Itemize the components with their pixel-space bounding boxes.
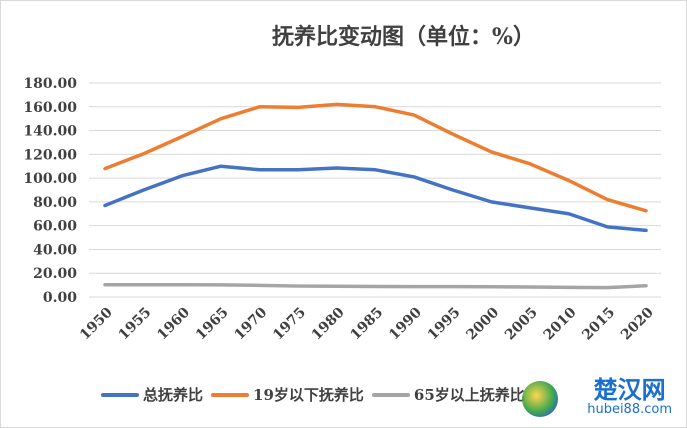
x-tick-label: 2020: [618, 304, 657, 343]
x-tick-label: 1960: [154, 304, 193, 343]
y-tick-label: 80.00: [33, 195, 77, 211]
watermark-globe-logo: [522, 381, 558, 417]
y-tick-label: 160.00: [23, 100, 77, 116]
legend-label: 19岁以下抚养比: [253, 386, 364, 404]
legend-item: 65岁以上抚养比: [371, 384, 525, 405]
y-tick-label: 140.00: [23, 124, 77, 140]
legend-swatch: [101, 392, 139, 397]
x-tick-label: 1985: [347, 305, 386, 344]
y-tick-label: 20.00: [33, 266, 77, 282]
legend: 总抚养比 19岁以下抚养比 65岁以上抚养比: [101, 384, 525, 405]
watermark: 楚汉网 hubei88.com: [587, 377, 672, 417]
legend-item: 19岁以下抚养比: [211, 384, 364, 405]
legend-label: 总抚养比: [143, 386, 204, 404]
x-tick-label: 2015: [579, 305, 618, 344]
watermark-cn: 楚汉网: [593, 376, 666, 404]
x-tick-label: 1980: [309, 304, 348, 343]
legend-swatch: [211, 392, 250, 397]
series-line-0: [103, 164, 648, 233]
y-tick-label: 60.00: [33, 219, 77, 235]
x-tick-label: 1950: [77, 304, 116, 343]
x-tick-label: 1975: [270, 305, 309, 344]
x-tick-label: 2010: [541, 304, 580, 343]
y-tick-label: 120.00: [23, 147, 77, 163]
x-tick-label: 1995: [425, 305, 464, 344]
y-tick-label: 100.00: [23, 171, 77, 187]
x-tick-label: 2000: [463, 304, 502, 343]
chart-title: 抚养比变动图（单位：%）: [272, 24, 535, 50]
y-tick-label: 40.00: [33, 242, 77, 258]
x-tick-label: 1955: [116, 305, 155, 344]
x-tick-label: 2005: [502, 305, 541, 344]
legend-swatch: [371, 392, 410, 397]
x-tick-label: 1965: [193, 305, 232, 344]
x-tick-label: 1970: [232, 304, 271, 343]
legend-label: 65岁以上抚养比: [413, 386, 525, 404]
series-line-2: [103, 283, 648, 290]
y-tick-label: 0.00: [43, 290, 77, 306]
series-line-1: [103, 102, 648, 213]
y-tick-label: 180.00: [23, 76, 77, 92]
watermark-en: hubei88.com: [587, 402, 672, 417]
x-tick-label: 1990: [386, 304, 425, 343]
legend-item: 总抚养比: [101, 384, 203, 405]
